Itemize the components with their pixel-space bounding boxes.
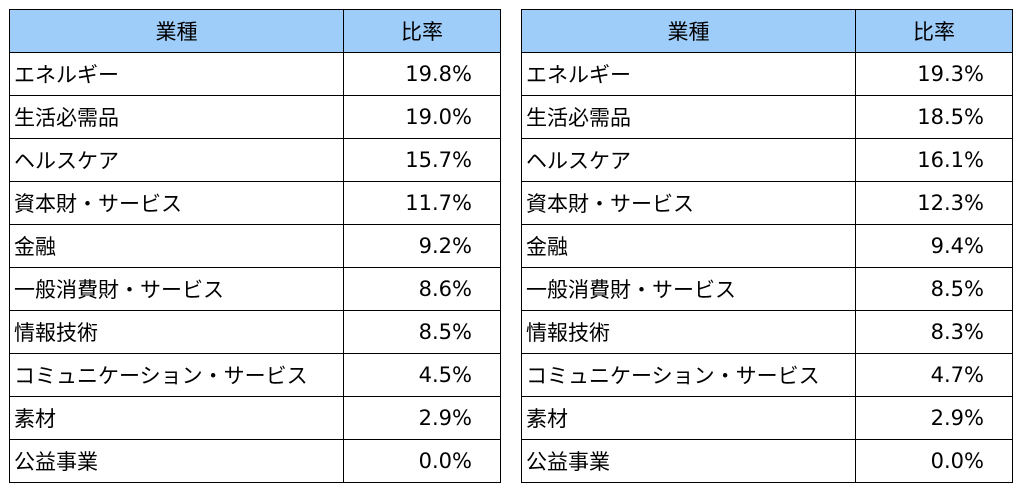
row: 資本財・サービス 11.7% (9, 181, 501, 225)
row: ヘルスケア 16.1% (521, 138, 1013, 182)
ratio-cell: 8.6% (343, 267, 501, 311)
sector-cell: コミュニケーション・サービス (9, 353, 344, 397)
ratio-cell: 9.4% (855, 224, 1013, 268)
header-cell: 比率 (855, 9, 1013, 53)
sector-cell: 一般消費財・サービス (9, 267, 344, 311)
row: 一般消費財・サービス 8.5% (521, 267, 1013, 311)
ratio-cell: 11.7% (343, 181, 501, 225)
ratio-cell: 15.7% (343, 138, 501, 182)
row: 生活必需品 19.0% (9, 95, 501, 139)
ratio-cell: 2.9% (855, 396, 1013, 440)
row: 公益事業 0.0% (521, 439, 1013, 483)
row: 素材 2.9% (9, 396, 501, 440)
row: 公益事業 0.0% (9, 439, 501, 483)
row: 生活必需品 18.5% (521, 95, 1013, 139)
sector-cell: 生活必需品 (521, 95, 856, 139)
ratio-cell: 4.5% (343, 353, 501, 397)
header-cell: 比率 (343, 9, 501, 53)
sector-cell: 素材 (9, 396, 344, 440)
ratio-cell: 19.3% (855, 52, 1013, 96)
table: 業種 比率 エネルギー 19.8% 生活必需品 19.0% ヘルスケア 15.7% 資本財・サー… (9, 9, 501, 483)
ratio-cell: 0.0% (343, 439, 501, 483)
sector-cell: 金融 (9, 224, 344, 268)
header-cell: 業種 (521, 9, 856, 53)
sector-cell: ヘルスケア (521, 138, 856, 182)
sector-cell: 情報技術 (9, 310, 344, 354)
row: 金融 9.2% (9, 224, 501, 268)
sector-cell: エネルギー (9, 52, 344, 96)
ratio-cell: 8.5% (343, 310, 501, 354)
header-row: 業種 比率 (9, 9, 501, 53)
ratio-cell: 9.2% (343, 224, 501, 268)
header-cell: 業種 (9, 9, 344, 53)
sector-cell: 公益事業 (9, 439, 344, 483)
row: コミュニケーション・サービス 4.7% (521, 353, 1013, 397)
row: 情報技術 8.3% (521, 310, 1013, 354)
row: エネルギー 19.8% (9, 52, 501, 96)
ratio-cell: 8.3% (855, 310, 1013, 354)
sector-cell: 資本財・サービス (521, 181, 856, 225)
row: 金融 9.4% (521, 224, 1013, 268)
sector-cell: 資本財・サービス (9, 181, 344, 225)
sector-cell: コミュニケーション・サービス (521, 353, 856, 397)
ratio-cell: 16.1% (855, 138, 1013, 182)
row: エネルギー 19.3% (521, 52, 1013, 96)
table: 業種 比率 エネルギー 19.3% 生活必需品 18.5% ヘルスケア 16.1% 資本財・サー… (521, 9, 1013, 483)
row: 一般消費財・サービス 8.6% (9, 267, 501, 311)
row: 資本財・サービス 12.3% (521, 181, 1013, 225)
ratio-cell: 12.3% (855, 181, 1013, 225)
row: 素材 2.9% (521, 396, 1013, 440)
ratio-cell: 4.7% (855, 353, 1013, 397)
sector-cell: 生活必需品 (9, 95, 344, 139)
sector-cell: ヘルスケア (9, 138, 344, 182)
ratio-cell: 2.9% (343, 396, 501, 440)
ratio-cell: 18.5% (855, 95, 1013, 139)
sector-cell: 素材 (521, 396, 856, 440)
ratio-cell: 8.5% (855, 267, 1013, 311)
row: 情報技術 8.5% (9, 310, 501, 354)
row: コミュニケーション・サービス 4.5% (9, 353, 501, 397)
ratio-cell: 19.8% (343, 52, 501, 96)
sector-cell: 公益事業 (521, 439, 856, 483)
sector-cell: 情報技術 (521, 310, 856, 354)
sector-cell: 一般消費財・サービス (521, 267, 856, 311)
row: ヘルスケア 15.7% (9, 138, 501, 182)
header-row: 業種 比率 (521, 9, 1013, 53)
ratio-cell: 19.0% (343, 95, 501, 139)
sector-cell: 金融 (521, 224, 856, 268)
sector-cell: エネルギー (521, 52, 856, 96)
ratio-cell: 0.0% (855, 439, 1013, 483)
